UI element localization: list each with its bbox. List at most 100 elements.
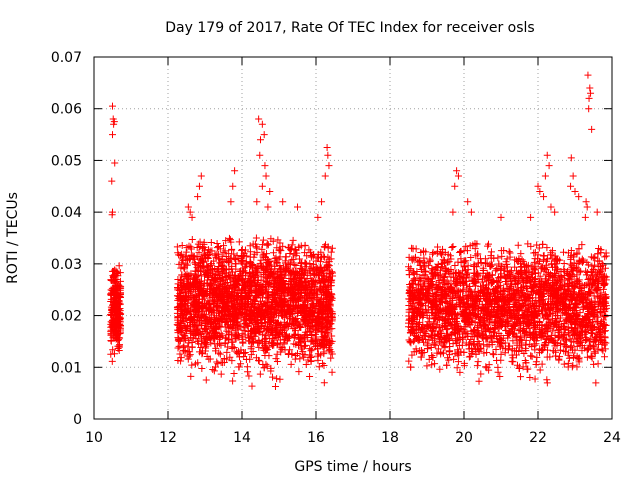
data-point xyxy=(306,372,314,380)
data-point xyxy=(259,360,267,368)
data-point xyxy=(587,253,595,261)
data-point xyxy=(248,382,256,390)
data-point xyxy=(111,266,119,274)
data-point xyxy=(198,255,206,263)
data-point xyxy=(109,273,117,281)
data-point xyxy=(319,252,327,260)
data-point xyxy=(277,247,285,255)
data-point xyxy=(473,362,481,370)
data-point xyxy=(273,350,281,358)
data-point xyxy=(235,363,243,371)
data-point xyxy=(271,382,279,390)
data-point xyxy=(246,355,254,363)
data-point xyxy=(177,264,185,272)
data-point xyxy=(115,262,123,270)
data-point xyxy=(107,331,115,339)
data-point xyxy=(115,342,123,350)
data-point xyxy=(107,311,115,319)
data-point xyxy=(560,259,568,267)
data-point xyxy=(511,263,519,271)
data-point xyxy=(319,360,327,368)
data-point xyxy=(517,250,525,258)
data-point xyxy=(207,339,215,347)
data-point xyxy=(276,336,284,344)
data-point xyxy=(178,241,186,249)
data-point xyxy=(320,361,328,369)
data-point xyxy=(112,335,120,343)
data-point xyxy=(530,258,538,266)
data-point xyxy=(253,244,261,252)
data-point xyxy=(258,241,266,249)
data-point xyxy=(320,379,328,387)
data-point xyxy=(489,350,497,358)
data-point xyxy=(462,243,470,251)
data-point xyxy=(284,351,292,359)
data-point xyxy=(238,330,246,338)
data-point xyxy=(258,320,266,328)
data-point xyxy=(327,248,335,256)
chart-title: Day 179 of 2017, Rate Of TEC Index for r… xyxy=(165,20,534,36)
data-point xyxy=(117,282,125,290)
data-point xyxy=(184,355,192,363)
data-point xyxy=(174,344,182,352)
data-point xyxy=(111,320,119,328)
data-point xyxy=(475,377,483,385)
data-point xyxy=(292,351,300,359)
data-point xyxy=(320,253,328,261)
data-point xyxy=(115,294,123,302)
data-point xyxy=(258,245,266,253)
data-point xyxy=(174,356,182,364)
data-points xyxy=(107,71,610,390)
data-point xyxy=(269,249,277,257)
data-point xyxy=(187,372,195,380)
data-point xyxy=(250,253,258,261)
data-point xyxy=(112,286,120,294)
data-point xyxy=(217,358,225,366)
data-point xyxy=(210,367,218,375)
data-point xyxy=(284,243,292,251)
data-point xyxy=(215,255,223,263)
data-point xyxy=(505,248,513,256)
data-point xyxy=(429,249,437,257)
data-point xyxy=(594,360,602,368)
data-point xyxy=(291,245,299,253)
data-point xyxy=(589,254,597,262)
data-point xyxy=(276,375,284,383)
data-point xyxy=(246,242,254,250)
data-point xyxy=(327,354,335,362)
data-point xyxy=(240,320,248,328)
data-point xyxy=(295,368,303,376)
data-point xyxy=(306,260,314,268)
data-point xyxy=(583,353,591,361)
data-point xyxy=(112,303,120,311)
data-point xyxy=(223,348,231,356)
data-point xyxy=(287,360,295,368)
data-point xyxy=(234,349,242,357)
data-point xyxy=(109,346,117,354)
data-point xyxy=(108,357,116,365)
data-point xyxy=(517,373,525,381)
data-point xyxy=(281,346,289,354)
data-point xyxy=(114,330,122,338)
data-point xyxy=(543,379,551,387)
data-point xyxy=(315,363,323,371)
grid-lines xyxy=(94,57,612,419)
data-point xyxy=(590,360,598,368)
data-point xyxy=(328,368,336,376)
data-point xyxy=(245,372,253,380)
data-point xyxy=(188,235,196,243)
data-point xyxy=(109,272,117,280)
data-point xyxy=(301,242,309,250)
data-point xyxy=(237,360,245,368)
data-point xyxy=(302,361,310,369)
data-point xyxy=(235,238,243,246)
data-point xyxy=(110,350,118,358)
data-point xyxy=(307,357,315,365)
data-point xyxy=(115,313,123,321)
data-point xyxy=(229,377,237,385)
data-point xyxy=(543,244,551,252)
data-point xyxy=(216,350,224,358)
data-point xyxy=(543,376,551,384)
data-point xyxy=(269,373,277,381)
data-point xyxy=(417,353,425,361)
